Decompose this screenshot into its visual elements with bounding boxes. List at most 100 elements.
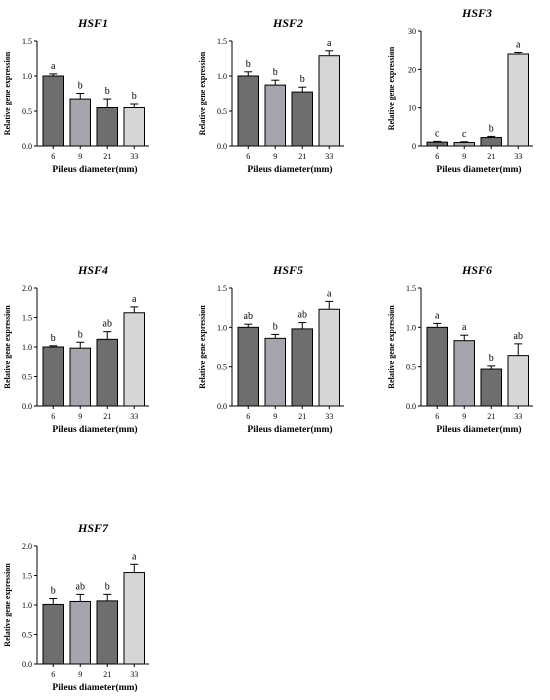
bar-21 [96,600,118,665]
x-tick-label: 21 [487,152,495,161]
significance-letter: a [132,551,137,562]
significance-letter: a [516,39,521,50]
chart-title: HSF7 [77,521,109,535]
y-axis-label: Relative gene expression [3,563,12,647]
x-tick-label: 33 [325,152,333,161]
x-tick-label: 21 [103,412,111,421]
x-tick-label: 9 [273,152,277,161]
x-tick-label: 21 [298,412,306,421]
significance-letter: a [51,61,56,72]
significance-letter: a [327,38,332,49]
y-tick-label: 1.0 [217,323,227,332]
bar-21 [480,137,502,147]
y-tick-label: 0.0 [22,142,32,151]
bar-21 [480,368,502,407]
bar-6 [42,346,64,407]
y-tick-label: 0.5 [217,107,227,116]
significance-letter: b [78,329,83,340]
x-tick-label: 9 [78,152,82,161]
x-tick-label: 6 [246,412,250,421]
significance-letter: ab [244,311,253,322]
bar-6 [42,603,64,665]
bar-21 [291,328,313,407]
bar-9 [69,347,91,407]
significance-letter: c [435,128,440,139]
significance-letter: b [300,74,305,85]
bar-21 [96,338,118,407]
significance-letter: b [132,91,137,102]
y-tick-label: 1.5 [22,37,32,46]
significance-letter: c [462,129,467,140]
chart-panel-hsf6: HSF6 0.0 0.5 1.0 1.5 Relative gene expression… [387,263,533,435]
y-axis-label: Relative gene expression [198,305,207,389]
chart-title: HSF4 [77,263,108,277]
chart-panel-hsf3: HSF3 0 10 20 30 Relative gene expression c 6 c 9 b… [387,6,533,175]
bar-33 [123,107,145,147]
bar-9 [69,98,91,147]
x-tick-label: 21 [103,670,111,679]
bar-6 [426,141,448,147]
significance-letter: ab [298,310,307,321]
significance-letter: a [462,322,467,333]
x-axis-label: Pileus diameter(mm) [52,424,137,435]
significance-letter: a [435,310,440,321]
y-tick-label: 0.0 [217,142,227,151]
y-tick-label: 1.0 [406,323,416,332]
x-tick-label: 9 [462,412,466,421]
y-tick-label: 0.0 [22,660,32,669]
y-tick-label: 30 [408,27,416,36]
bar-33 [123,312,145,407]
bar-9 [69,600,91,665]
y-tick-label: 10 [408,104,416,113]
x-tick-label: 6 [435,412,439,421]
y-tick-label: 0.5 [406,363,416,372]
y-tick-label: 1.0 [22,343,32,352]
x-tick-label: 33 [514,152,522,161]
y-tick-label: 0.0 [406,402,416,411]
bar-9 [264,337,286,407]
chart-panel-hsf4: HSF4 0.0 0.5 1.0 1.5 2.0 Relative gene express… [3,263,149,435]
x-tick-label: 9 [78,412,82,421]
bar-33 [318,308,340,407]
y-axis-label: Relative gene expression [387,46,396,130]
x-tick-label: 6 [435,152,439,161]
significance-letter: b [273,321,278,332]
chart-title: HSF6 [461,263,492,277]
chart-title: HSF2 [272,16,303,30]
y-tick-label: 1.5 [406,284,416,293]
x-axis-label: Pileus diameter(mm) [436,424,521,435]
bar-33 [318,55,340,147]
y-tick-label: 2.0 [22,284,32,293]
x-tick-label: 21 [298,152,306,161]
y-tick-label: 0.5 [22,107,32,116]
chart-title: HSF1 [77,16,108,30]
y-tick-label: 0.5 [22,373,32,382]
y-axis-label: Relative gene expression [3,305,12,389]
significance-letter: ab [103,319,112,330]
bar-6 [426,326,448,407]
y-tick-label: 1.0 [22,72,32,81]
significance-letter: b [51,586,56,597]
x-tick-label: 21 [103,152,111,161]
significance-letter: b [105,86,110,97]
significance-letter: b [51,333,56,344]
bar-9 [264,84,286,147]
x-tick-label: 21 [487,412,495,421]
x-tick-label: 9 [78,670,82,679]
bar-9 [453,142,475,147]
y-axis-label: Relative gene expression [387,305,396,389]
y-tick-label: 1.5 [217,284,227,293]
x-axis-label: Pileus diameter(mm) [436,164,521,175]
significance-letter: b [105,581,110,592]
x-tick-label: 6 [51,670,55,679]
y-axis-label: Relative gene expression [198,51,207,135]
y-tick-label: 1.5 [217,37,227,46]
bar-33 [123,572,145,665]
x-tick-label: 6 [51,152,55,161]
chart-panel-hsf2: HSF2 0.0 0.5 1.0 1.5 Relative gene expression… [198,16,344,175]
x-tick-label: 6 [51,412,55,421]
x-tick-label: 33 [130,152,138,161]
significance-letter: ab [514,331,523,342]
chart-panel-hsf1: HSF1 0.0 0.5 1.0 1.5 Relative gene expression… [3,16,149,175]
chart-title: HSF3 [461,6,492,20]
